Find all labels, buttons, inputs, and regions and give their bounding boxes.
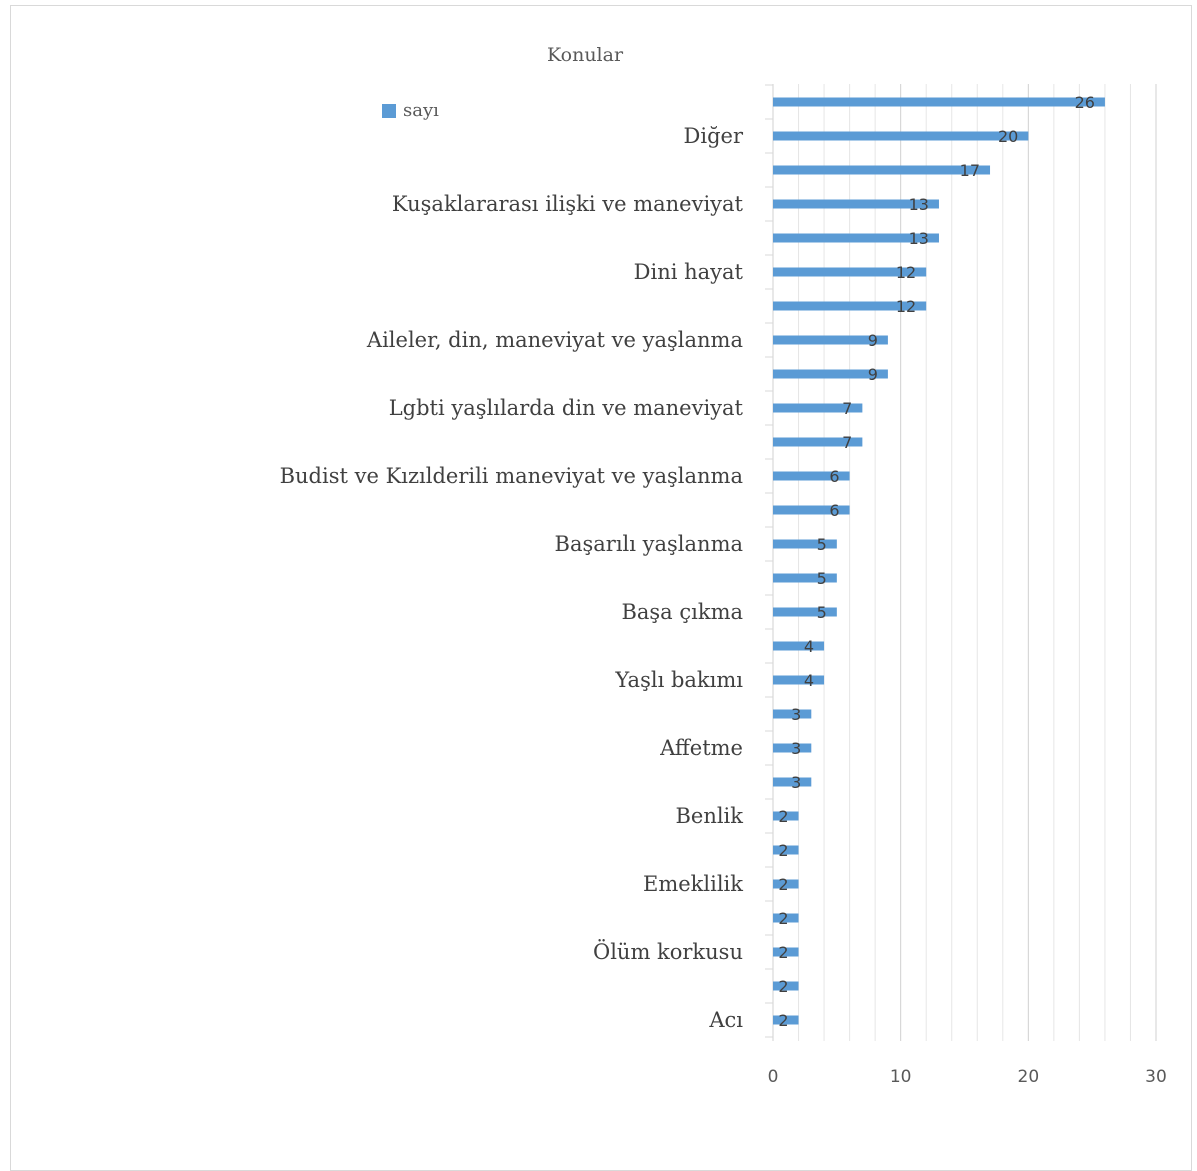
bar — [773, 335, 888, 345]
bar — [773, 981, 799, 991]
bar — [773, 471, 850, 481]
data-label: 2 — [778, 875, 788, 894]
bar — [773, 233, 939, 243]
category-label: Aileler, din, maneviyat ve yaşlanma — [366, 328, 743, 352]
category-labels: Diğer Kuşaklararası ilişki ve maneviyat Di… — [280, 124, 744, 1032]
category-label: Başarılı yaşlanma — [555, 532, 743, 556]
category-label: Emeklilik — [643, 872, 743, 896]
category-label: Kuşaklararası ilişki ve maneviyat — [392, 192, 744, 216]
x-tick-label: 0 — [768, 1067, 779, 1087]
category-label: Budist ve Kızılderili maneviyat ve yaşla… — [280, 464, 743, 488]
data-label: 4 — [804, 671, 814, 690]
data-label: 4 — [804, 637, 814, 656]
data-label: 2 — [778, 977, 788, 996]
data-label: 12 — [896, 263, 916, 282]
bar — [773, 675, 825, 685]
category-label: Ölüm korkusu — [593, 939, 743, 964]
data-label: 13 — [909, 195, 929, 214]
data-label: 13 — [909, 229, 929, 248]
bar — [773, 437, 863, 447]
data-label: 6 — [829, 501, 839, 520]
data-label: 7 — [842, 433, 852, 452]
data-label: 9 — [868, 331, 878, 350]
bar — [773, 369, 888, 379]
bar — [773, 573, 837, 583]
bar — [773, 505, 850, 515]
legend: sayı — [382, 100, 439, 121]
chart-frame — [10, 5, 1192, 1171]
category-label: Başa çıkma — [621, 600, 743, 624]
data-label: 6 — [829, 467, 839, 486]
bar — [773, 165, 991, 175]
data-label: 5 — [817, 603, 827, 622]
bar — [773, 879, 799, 889]
data-label: 20 — [998, 127, 1018, 146]
x-tick-label: 10 — [890, 1067, 912, 1087]
data-label: 5 — [817, 535, 827, 554]
data-label: 7 — [842, 399, 852, 418]
bar — [773, 1015, 799, 1025]
bar — [773, 403, 863, 413]
bar — [773, 607, 837, 617]
bar — [773, 131, 1029, 141]
legend-swatch — [382, 104, 396, 118]
data-label: 3 — [791, 705, 801, 724]
bar — [773, 199, 939, 209]
bar — [773, 743, 812, 753]
category-label: Diğer — [684, 124, 744, 148]
data-label: 2 — [778, 1011, 788, 1030]
bar — [773, 709, 812, 719]
bars — [773, 97, 1105, 1025]
chart-title: Konular — [547, 44, 624, 66]
category-label: Affetme — [659, 736, 743, 760]
x-tick-label: 20 — [1018, 1067, 1040, 1087]
bar — [773, 301, 927, 311]
bar — [773, 947, 799, 957]
data-label: 3 — [791, 773, 801, 792]
bar — [773, 811, 799, 821]
data-label: 2 — [778, 807, 788, 826]
gridlines — [765, 84, 1157, 1041]
data-label: 26 — [1075, 93, 1095, 112]
category-label: Dini hayat — [634, 260, 744, 284]
data-label: 2 — [778, 909, 788, 928]
bar — [773, 845, 799, 855]
bar — [773, 777, 812, 787]
category-label: Yaşlı bakımı — [614, 668, 743, 692]
category-label: Lgbti yaşlılarda din ve maneviyat — [389, 396, 744, 420]
data-label: 2 — [778, 943, 788, 962]
bar — [773, 97, 1105, 107]
data-label: 9 — [868, 365, 878, 384]
data-label: 3 — [791, 739, 801, 758]
category-label: Benlik — [675, 804, 743, 828]
x-tick-label: 30 — [1145, 1067, 1167, 1087]
bar — [773, 539, 837, 549]
data-label: 17 — [960, 161, 980, 180]
data-label: 5 — [817, 569, 827, 588]
data-label: 12 — [896, 297, 916, 316]
category-label: Acı — [708, 1008, 743, 1032]
bar — [773, 641, 825, 651]
bar — [773, 267, 927, 277]
bar — [773, 913, 799, 923]
data-label: 2 — [778, 841, 788, 860]
x-axis-ticks: 0 10 20 30 — [768, 1067, 1167, 1087]
legend-label: sayı — [403, 100, 439, 121]
